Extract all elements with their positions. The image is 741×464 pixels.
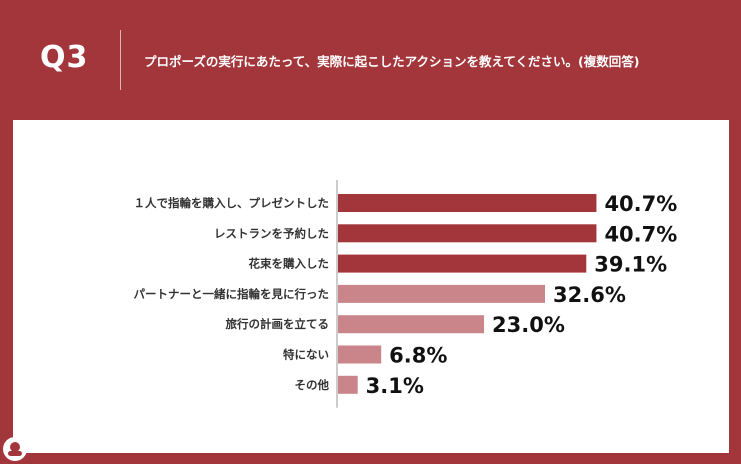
bar-chart: １人で指輪を購入し、プレゼントした 40.7% レストランを予約した 40.7% 花束を… [134, 180, 677, 408]
value-label: 40.7% [604, 192, 677, 216]
bar [338, 284, 546, 303]
bar [338, 345, 382, 364]
category-label: 特にない [283, 348, 329, 362]
value-label: 40.7% [604, 222, 677, 246]
category-label: その他 [295, 378, 330, 392]
question-number: Q3 [40, 40, 89, 75]
category-label: １人で指輪を購入し、プレゼントした [134, 196, 330, 210]
logo-dot [10, 442, 20, 452]
bar [338, 224, 597, 243]
category-label: レストランを予約した [214, 226, 329, 240]
logo-base [8, 451, 22, 456]
bar [338, 254, 587, 273]
value-label: 23.0% [492, 313, 565, 337]
category-label: パートナーと一緒に指輪を見に行った [134, 287, 330, 301]
category-label: 旅行の計画を立てる [226, 317, 330, 331]
value-label: 39.1% [594, 253, 667, 277]
header-divider [120, 30, 121, 90]
header-band: Q3 プロポーズの実行にあたって、実際に起こしたアクションを教えてください。(複… [0, 0, 741, 120]
value-label: 32.6% [553, 283, 626, 307]
bar [338, 194, 597, 212]
bar [338, 315, 485, 334]
category-label: 花束を購入した [249, 257, 330, 271]
question-text: プロポーズの実行にあたって、実際に起こしたアクションを教えてください。(複数回答… [144, 54, 640, 69]
value-label: 6.8% [389, 344, 447, 368]
value-label: 3.1% [366, 374, 424, 398]
brand-logo-icon [3, 437, 27, 461]
bar [338, 375, 358, 394]
chart-panel: １人で指輪を購入し、プレゼントした 40.7% レストランを予約した 40.7% 花束を… [13, 120, 729, 453]
